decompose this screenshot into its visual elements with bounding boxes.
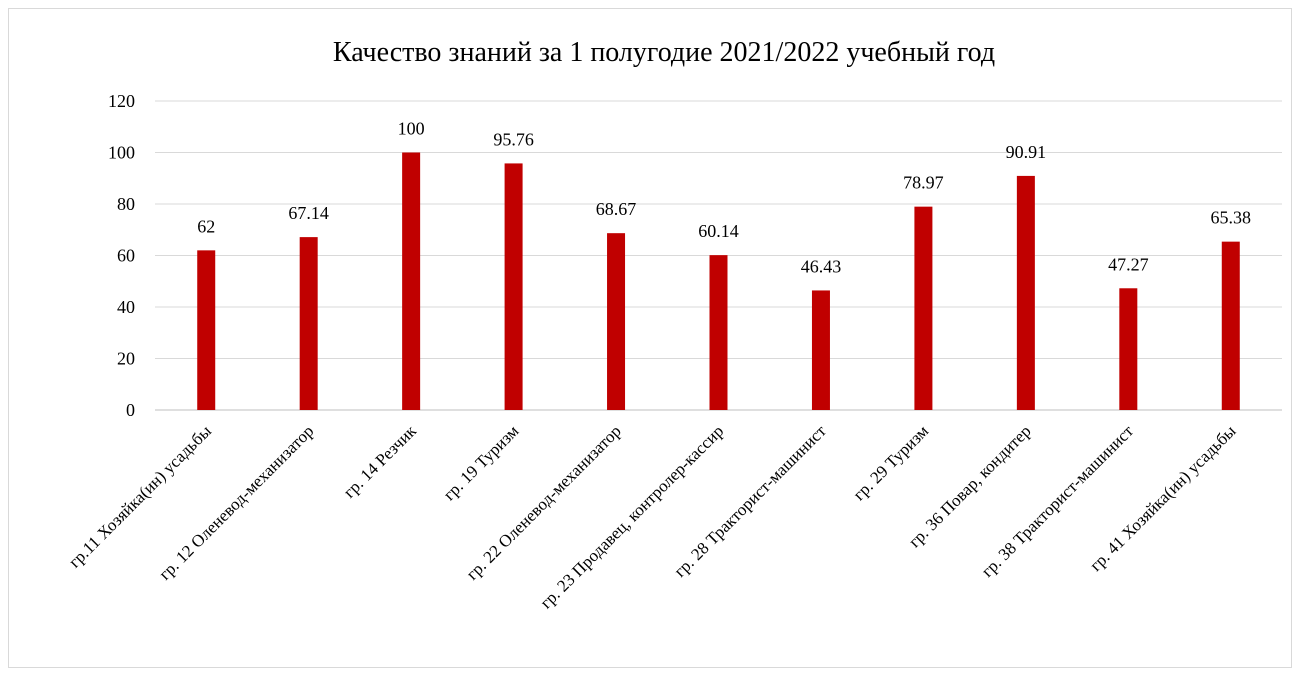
data-labels: 62 67.14 100 95.76 68.67 60.14 46.43 78.97 90.91… (197, 119, 1251, 277)
bar (709, 255, 728, 410)
bar (1221, 241, 1240, 410)
bar (504, 163, 523, 410)
chart-frame (8, 8, 1292, 668)
bar (299, 237, 318, 410)
category-label: гр. 23 Продавец, контролер-кассир (536, 421, 727, 612)
bar (914, 206, 933, 410)
data-label: 46.43 (801, 256, 842, 276)
category-label: гр. 29 Туризм (849, 421, 932, 504)
y-tick-label: 60 (117, 246, 135, 266)
category-label: гр. 14 Резчик (340, 421, 421, 502)
data-label: 62 (197, 216, 215, 236)
bar (811, 290, 830, 410)
y-tick-label: 100 (108, 143, 135, 163)
category-label: гр. 19 Туризм (440, 421, 523, 504)
y-tick-label: 120 (108, 91, 135, 111)
y-axis-ticks: 0 20 40 60 80 100 120 (108, 91, 135, 420)
data-label: 67.14 (288, 203, 329, 223)
data-label: 100 (398, 119, 425, 139)
data-label: 95.76 (493, 129, 534, 149)
gridlines (155, 100, 1282, 411)
bars (197, 152, 1240, 410)
data-label: 68.67 (596, 199, 637, 219)
bar (607, 233, 626, 410)
bar (1016, 175, 1035, 410)
chart-title: Качество знаний за 1 полугодие 2021/2022… (333, 37, 995, 68)
data-label: 65.38 (1211, 208, 1252, 228)
y-tick-label: 0 (126, 400, 135, 420)
bar (402, 152, 421, 410)
y-tick-label: 40 (117, 297, 135, 317)
bar (1119, 288, 1138, 410)
data-label: 60.14 (698, 221, 739, 241)
y-tick-label: 20 (117, 349, 135, 369)
y-tick-label: 80 (117, 194, 135, 214)
data-label: 78.97 (903, 173, 944, 193)
bar (197, 250, 216, 410)
data-label: 47.27 (1108, 254, 1149, 274)
data-label: 90.91 (1006, 142, 1047, 162)
